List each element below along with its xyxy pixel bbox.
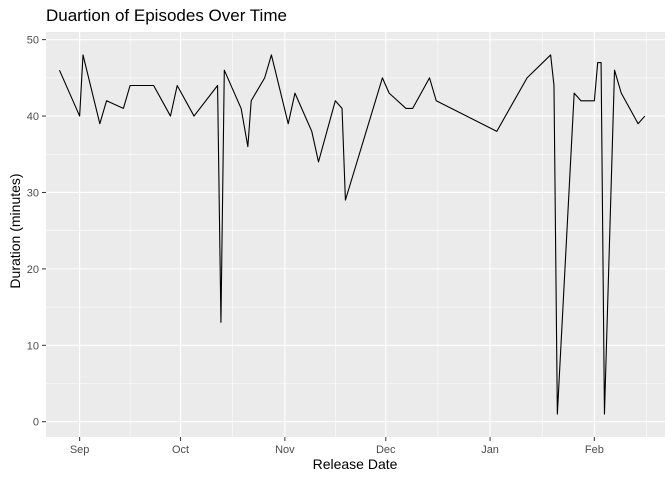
x-tick-label: Sep [70,444,90,456]
y-tick-label: 10 [27,340,39,352]
y-tick-label: 20 [27,264,39,276]
plot-panel [46,32,665,437]
series-line [58,54,646,415]
x-tick-label: Oct [172,444,189,456]
major-gridlines [46,32,665,437]
x-axis-label: Release Date [312,456,398,472]
x-tick-label: Nov [275,444,295,456]
y-tick-label: 0 [33,417,39,429]
y-axis-ticks: 0 10 20 30 40 50 [27,35,46,429]
x-axis-ticks: Sep Oct Nov Dec Jan Feb [70,437,604,456]
y-tick-label: 50 [27,35,39,47]
series-layer [58,54,646,415]
x-tick-label: Feb [585,444,604,456]
x-tick-label: Dec [376,444,396,456]
y-tick-label: 40 [27,111,39,123]
chart-title: Duartion of Episodes Over Time [46,6,287,25]
minor-gridlines [46,32,665,437]
y-tick-label: 30 [27,187,39,199]
x-tick-label: Jan [481,444,499,456]
